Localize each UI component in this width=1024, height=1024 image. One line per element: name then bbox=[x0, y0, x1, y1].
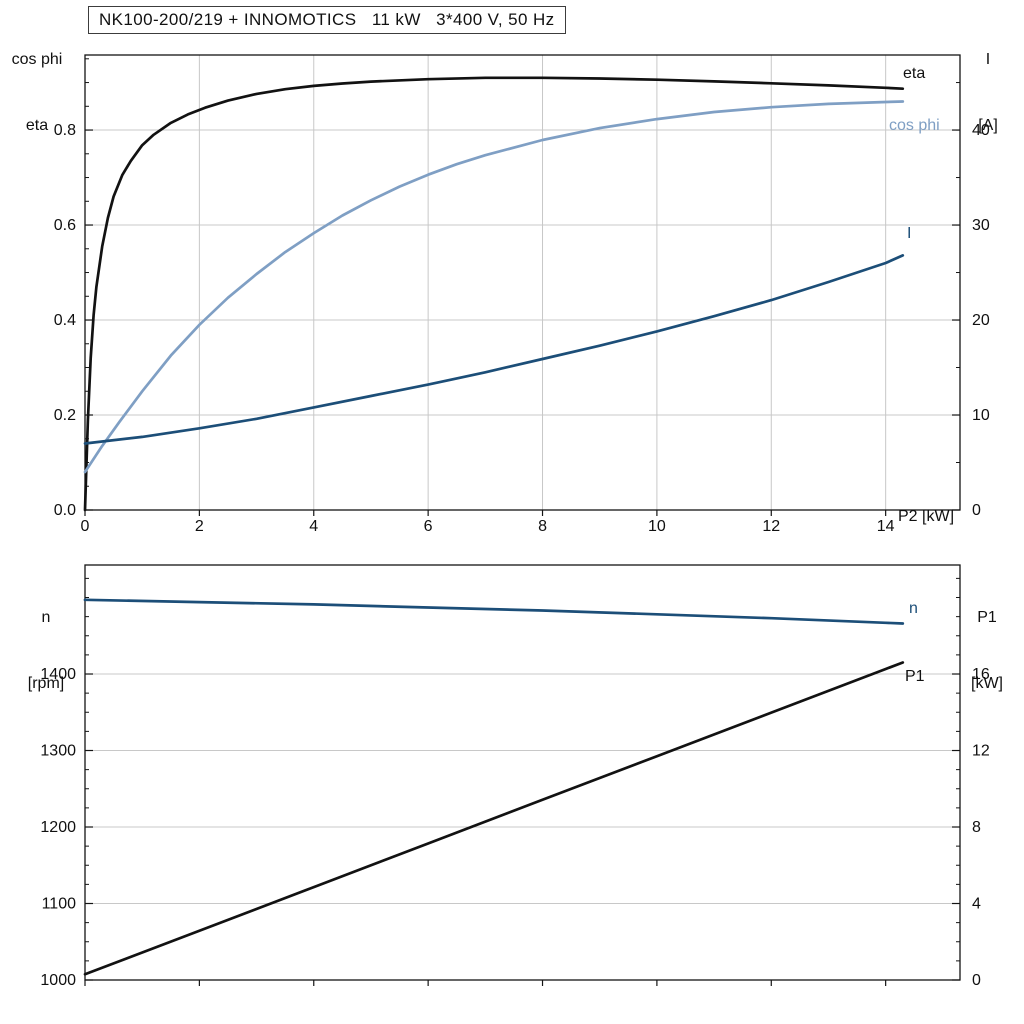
axis-title-current: I bbox=[985, 51, 991, 68]
left-axis-tick-label: 0.6 bbox=[54, 217, 76, 234]
left-axis-tick-label: 0.0 bbox=[54, 502, 76, 519]
axis-title-current-unit: [A] bbox=[978, 117, 998, 134]
top-chart-left-axis-title: cos phi eta bbox=[4, 5, 70, 181]
right-axis-tick-label: 0 bbox=[972, 972, 981, 989]
series-label-n: n bbox=[909, 600, 918, 617]
left-axis-tick-label: 1300 bbox=[40, 743, 76, 760]
axis-title-speed: n bbox=[41, 609, 51, 626]
series-label-P1: P1 bbox=[905, 668, 925, 685]
axis-title-cos-phi: cos phi bbox=[11, 51, 63, 68]
axis-title-speed-unit: [rpm] bbox=[27, 675, 65, 692]
x-axis-tick-label: 14 bbox=[877, 518, 895, 535]
right-axis-tick-label: 8 bbox=[972, 819, 981, 836]
series-label-eta: eta bbox=[903, 65, 925, 82]
x-axis-tick-label: 12 bbox=[762, 518, 780, 535]
series-curve-I bbox=[83, 254, 905, 445]
plot-frame bbox=[84, 564, 961, 981]
series-label-cos-phi: cos phi bbox=[889, 117, 940, 134]
bottom-chart-right-axis-title: P1 [kW] bbox=[954, 563, 1020, 739]
left-axis-tick-label: 1000 bbox=[40, 972, 76, 989]
left-axis-tick-label: 1200 bbox=[40, 819, 76, 836]
plot-frame bbox=[84, 54, 961, 511]
top-chart-right-axis-title: I [A] bbox=[956, 5, 1020, 181]
axis-title-p1: P1 bbox=[977, 609, 997, 626]
series-curve-eta bbox=[83, 76, 905, 512]
bottom-chart-left-axis-title: n [rpm] bbox=[10, 563, 82, 739]
x-axis-tick-label: 8 bbox=[538, 518, 547, 535]
x-axis-tick-label: 2 bbox=[195, 518, 204, 535]
right-axis-tick-label: 0 bbox=[972, 502, 981, 519]
right-axis-tick-label: 40 bbox=[972, 122, 990, 139]
series-curve-cos-phi bbox=[83, 100, 905, 474]
left-axis-tick-label: 1100 bbox=[42, 896, 77, 913]
axis-title-eta: eta bbox=[25, 117, 49, 134]
left-axis-tick-label: 1400 bbox=[40, 666, 76, 683]
right-axis-tick-label: 30 bbox=[972, 217, 990, 234]
chart-title-box: NK100-200/219 + INNOMOTICS 11 kW 3*400 V… bbox=[88, 6, 566, 34]
left-axis-tick-label: 0.4 bbox=[54, 312, 76, 329]
axis-title-p1-unit: [kW] bbox=[971, 675, 1003, 692]
x-axis-tick-label: 10 bbox=[648, 518, 666, 535]
x-axis-tick-label: 4 bbox=[309, 518, 318, 535]
series-curve-n bbox=[83, 598, 905, 625]
left-axis-tick-label: 0.8 bbox=[54, 122, 76, 139]
x-axis-tick-label: 0 bbox=[81, 518, 90, 535]
x-axis-label: P2 [kW] bbox=[898, 508, 954, 525]
left-axis-tick-label: 0.2 bbox=[54, 407, 76, 424]
right-axis-tick-label: 10 bbox=[972, 407, 990, 424]
series-label-I: I bbox=[907, 225, 911, 242]
series-curve-P1 bbox=[83, 661, 905, 976]
right-axis-tick-label: 12 bbox=[972, 743, 990, 760]
right-axis-tick-label: 16 bbox=[972, 666, 990, 683]
x-axis-tick-label: 6 bbox=[424, 518, 433, 535]
right-axis-tick-label: 4 bbox=[972, 896, 981, 913]
right-axis-tick-label: 20 bbox=[972, 312, 990, 329]
